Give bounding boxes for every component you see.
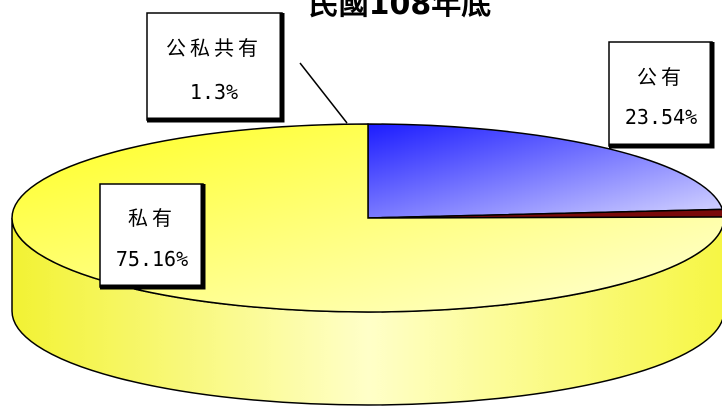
chart-title: 民國108年底 bbox=[309, 0, 492, 22]
slice-value-private: 75.16% bbox=[116, 247, 188, 271]
slice-value-public: 23.54% bbox=[625, 105, 697, 129]
label-box-private-public: 公私共有 1.3% bbox=[147, 13, 282, 120]
leader-line bbox=[300, 63, 347, 123]
slice-label-public: 公有 bbox=[637, 65, 685, 89]
slice-label-private: 私有 bbox=[128, 206, 176, 230]
label-box-private: 私有 75.16% bbox=[100, 184, 203, 287]
slice-label-shared: 公私共有 bbox=[166, 36, 262, 60]
slice-value-shared: 1.3% bbox=[190, 80, 238, 104]
label-box-public: 公有 23.54% bbox=[609, 42, 712, 146]
